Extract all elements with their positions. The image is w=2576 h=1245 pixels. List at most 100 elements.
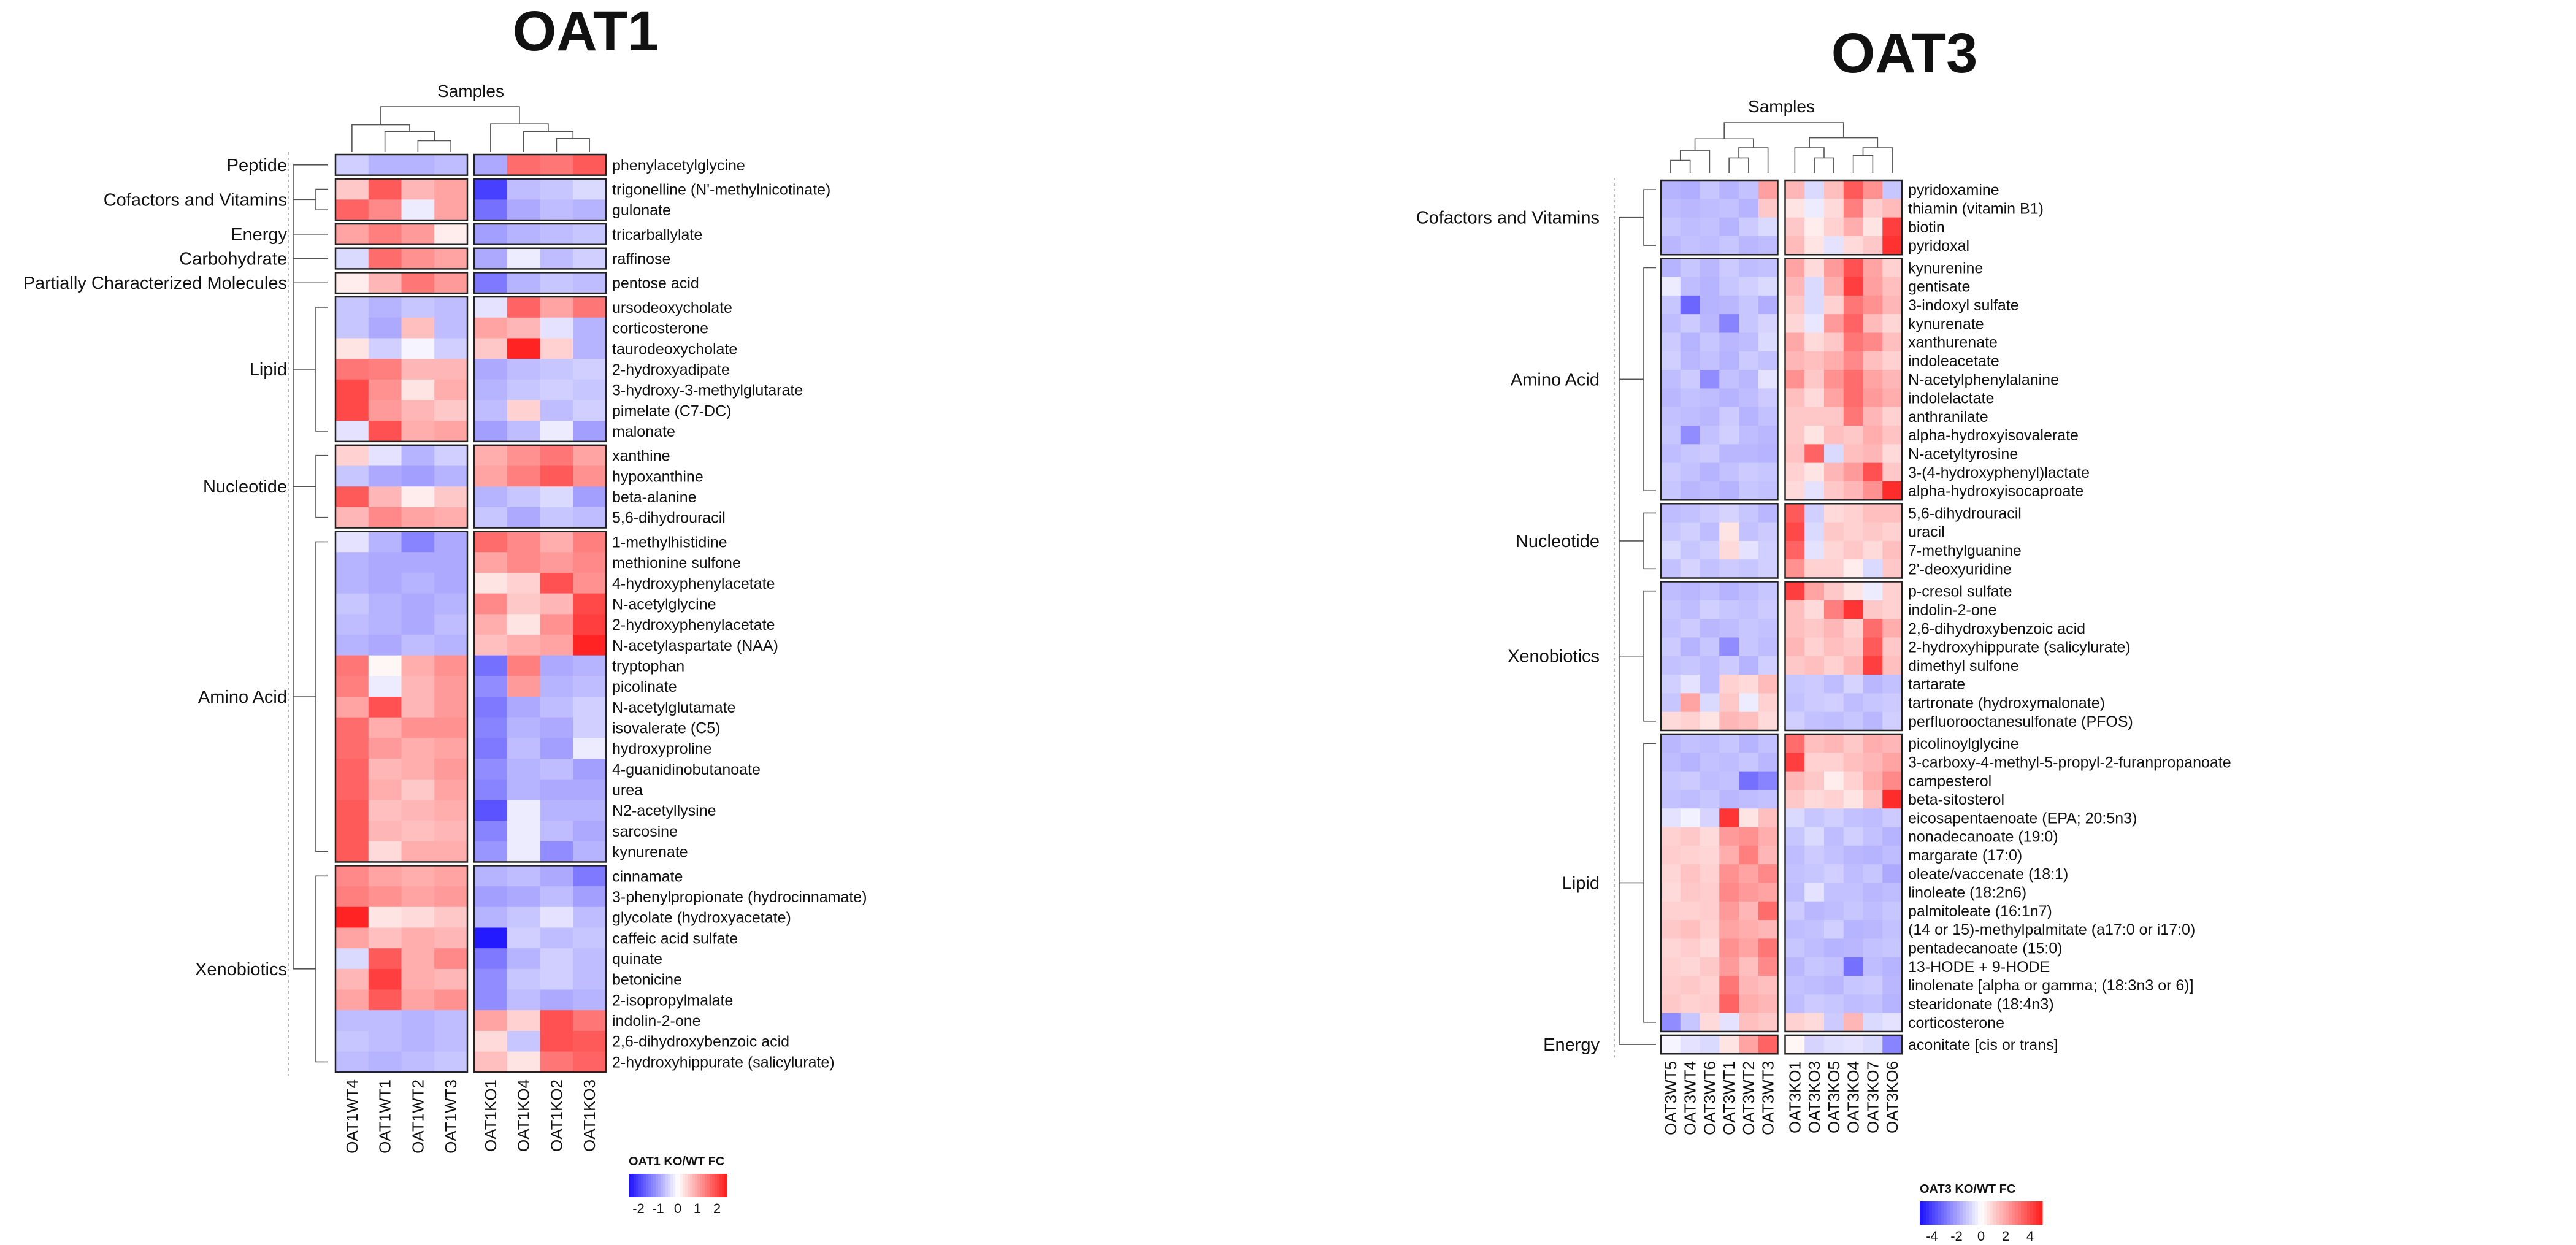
oat1-heatmap-cell (434, 178, 468, 200)
oat3-heatmap-cell (1863, 845, 1883, 865)
oat3-legend-swatch (1953, 1201, 1957, 1225)
oat1-heatmap-cell (401, 1030, 435, 1052)
oat3-row-label: (14 or 15)-methylpalmitate (a17:0 or i17… (1908, 921, 2195, 938)
oat3-block-border (1660, 179, 1779, 256)
oat3-heatmap-cell (1700, 619, 1720, 638)
oat1-heatmap-cell (434, 1010, 468, 1032)
oat3-heatmap-cell (1843, 426, 1864, 445)
oat1-row-label: 3-hydroxy-3-methylglutarate (612, 382, 803, 399)
oat1-heatmap-cell (368, 338, 402, 359)
oat1-heatmap-cell (507, 155, 541, 176)
oat1-legend-swatch (717, 1174, 720, 1197)
oat3-block-border (1784, 179, 1903, 256)
oat3-heatmap-cell (1739, 845, 1759, 865)
oat1-heatmap-cell (335, 272, 369, 294)
oat1-heatmap-cell (335, 1010, 369, 1032)
oat3-heatmap-cell (1680, 370, 1701, 389)
oat1-heatmap-cell (474, 593, 508, 615)
oat1-row-label: N-acetylglutamate (612, 699, 735, 716)
oat3-heatmap-cell (1785, 559, 1805, 579)
oat1-heatmap-cell (540, 593, 573, 615)
oat3-row-label: indolelactate (1908, 390, 1994, 407)
oat3-row-label: pyridoxal (1908, 237, 1969, 255)
oat3-heatmap-cell (1739, 711, 1759, 731)
oat1-row-label: 2-hydroxyadipate (612, 361, 730, 378)
oat3-heatmap-cell (1824, 258, 1844, 278)
oat1-heatmap-cell (507, 297, 541, 318)
oat3-legend-swatch (1990, 1201, 1994, 1225)
oat3-heatmap-cell (1739, 1013, 1759, 1032)
oat1-row-label: trigonelline (N'-methylnicotinate) (612, 182, 830, 199)
oat3-heatmap-cell (1804, 314, 1825, 334)
oat1-heatmap-cell (368, 507, 402, 529)
oat1-heatmap-cell (573, 155, 607, 176)
oat3-heatmap-cell (1680, 619, 1701, 638)
oat1-heatmap-cell (540, 465, 573, 487)
oat1-heatmap-cell (434, 445, 468, 467)
oat1-group-label: Lipid (250, 360, 287, 380)
oat3-heatmap-cell (1824, 351, 1844, 370)
oat1-heatmap-cell (368, 486, 402, 508)
oat3-heatmap-cell (1661, 808, 1681, 828)
oat3-heatmap-cell (1843, 314, 1864, 334)
oat3-heatmap-cell (1824, 277, 1844, 296)
oat1-heatmap-cell (573, 248, 607, 269)
oat3-legend-swatch (2033, 1201, 2037, 1225)
oat3-heatmap-cell (1882, 199, 1903, 218)
oat1-heatmap-cell (335, 421, 369, 442)
oat3-heatmap-cell (1824, 522, 1844, 542)
oat1-heatmap-cell (401, 821, 435, 842)
oat1-legend-swatch (668, 1174, 671, 1197)
oat3-row-label: dimethyl sulfone (1908, 657, 2019, 675)
oat3-heatmap-cell (1863, 693, 1883, 713)
oat3-heatmap-cell (1785, 295, 1805, 315)
oat1-block-border (334, 272, 469, 294)
oat3-heatmap-cell (1719, 370, 1739, 389)
oat1-row-label: malonate (612, 423, 675, 440)
oat3-heatmap-cell (1882, 295, 1903, 315)
oat3-heatmap-cell (1882, 808, 1903, 828)
oat1-heatmap-cell (335, 779, 369, 800)
oat1-heatmap-cell (540, 948, 573, 970)
oat1-legend-swatch (641, 1174, 644, 1197)
oat3-heatmap-cell (1785, 976, 1805, 995)
oat3-heatmap-cell (1882, 771, 1903, 791)
oat3-heatmap-cell (1661, 351, 1681, 370)
oat1-heatmap-cell (368, 465, 402, 487)
oat3-row-label: campesterol (1908, 773, 1991, 790)
oat3-heatmap-cell (1700, 976, 1720, 995)
oat1-row-label: N-acetylglycine (612, 596, 716, 613)
oat1-group-label: Xenobiotics (195, 960, 287, 979)
oat1-block-border (334, 153, 469, 176)
oat3-heatmap-cell (1882, 388, 1903, 408)
oat3-heatmap-cell (1680, 957, 1701, 976)
oat3-heatmap-cell (1661, 693, 1681, 713)
oat3-heatmap-cell (1804, 559, 1825, 579)
oat1-legend-swatch (680, 1174, 683, 1197)
oat3-legend-swatch (1923, 1201, 1926, 1225)
oat3-heatmap-cell (1882, 753, 1903, 772)
oat3-heatmap-cell (1863, 314, 1883, 334)
oat3-heatmap-cell (1661, 258, 1681, 278)
oat1-panel: OAT1 Samples phenylacetylglycine Peptide tri… (23, 0, 867, 1216)
oat3-heatmap-cell (1863, 675, 1883, 694)
oat1-legend-swatch (634, 1174, 637, 1197)
oat1-heatmap-cell (540, 317, 573, 339)
oat3-heatmap-cell (1661, 1013, 1681, 1032)
oat3-heatmap-cell (1680, 217, 1701, 237)
oat3-heatmap-cell (1739, 600, 1759, 619)
oat1-heatmap-cell (474, 614, 508, 635)
oat3-heatmap-cell (1700, 864, 1720, 884)
oat3-heatmap-cell (1739, 504, 1759, 523)
oat3-heatmap-cell (1758, 883, 1779, 902)
oat1-heatmap-cell (474, 445, 508, 467)
oat3-legend-swatch (1987, 1201, 1991, 1225)
oat3-heatmap-cell (1661, 388, 1681, 408)
oat3-heatmap-cell (1785, 581, 1805, 601)
oat3-legend-tick: 2 (2002, 1228, 2009, 1244)
oat1-heatmap-cell (573, 759, 607, 780)
oat3-heatmap-cell (1700, 771, 1720, 791)
oat1-heatmap-cell (507, 1030, 541, 1052)
oat3-heatmap-cell (1863, 637, 1883, 657)
oat3-heatmap-cell (1804, 295, 1825, 315)
